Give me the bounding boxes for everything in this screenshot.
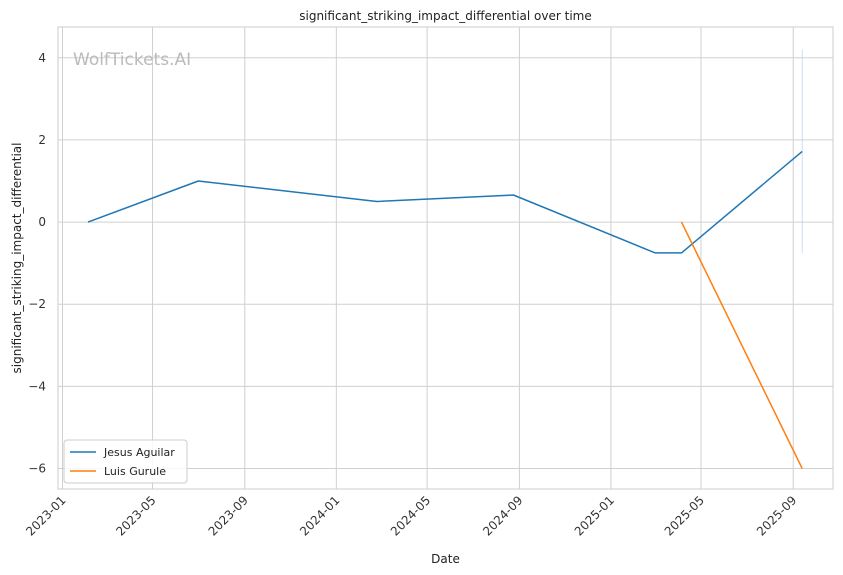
x-tick-label: 2024-05 bbox=[388, 493, 433, 538]
x-axis-ticks: 2023-01 2023-05 2023-09 2024-01 2024-05 2024-… bbox=[23, 493, 799, 538]
plot-area bbox=[57, 26, 834, 490]
series-layer bbox=[87, 49, 803, 469]
series-line-0 bbox=[87, 150, 803, 254]
y-axis-ticks: 4 2 0 −2 −4 −6 bbox=[28, 51, 46, 476]
watermark-text: WolfTickets.AI bbox=[73, 50, 191, 70]
series-line-1 bbox=[680, 221, 803, 469]
x-tick-label: 2023-01 bbox=[23, 493, 68, 538]
y-axis-label: significant_striking_impact_differential bbox=[10, 143, 24, 374]
y-tick-label: −4 bbox=[28, 379, 46, 393]
x-tick-label: 2023-05 bbox=[113, 493, 158, 538]
legend: Jesus Aguilar Luis Gurule bbox=[63, 439, 188, 484]
y-tick-label: −2 bbox=[28, 297, 46, 311]
x-tick-label: 2024-01 bbox=[297, 493, 342, 538]
grid-lines bbox=[58, 27, 833, 489]
y-tick-label: 2 bbox=[38, 133, 46, 147]
x-tick-label: 2025-01 bbox=[572, 493, 617, 538]
y-tick-label: 4 bbox=[38, 51, 46, 65]
y-tick-label: −6 bbox=[28, 461, 46, 475]
x-tick-label: 2025-05 bbox=[662, 493, 707, 538]
y-tick-label: 0 bbox=[38, 215, 46, 229]
x-axis-label: Date bbox=[431, 552, 460, 566]
x-tick-label: 2025-09 bbox=[754, 493, 799, 538]
legend-label: Jesus Aguilar bbox=[103, 446, 175, 459]
legend-box bbox=[63, 439, 188, 484]
x-tick-label: 2023-09 bbox=[206, 493, 251, 538]
x-tick-label: 2024-09 bbox=[480, 493, 525, 538]
legend-label: Luis Gurule bbox=[104, 465, 166, 478]
chart-title: significant_striking_impact_differential… bbox=[299, 9, 591, 23]
